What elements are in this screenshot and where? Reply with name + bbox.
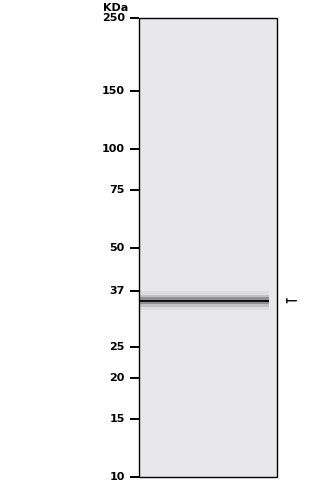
- Text: 100: 100: [102, 144, 125, 154]
- Text: 15: 15: [109, 414, 125, 425]
- Text: 75: 75: [109, 185, 125, 195]
- Text: 50: 50: [109, 243, 125, 253]
- Bar: [140, 297, 269, 304]
- Text: 25: 25: [109, 342, 125, 352]
- Text: 37: 37: [109, 286, 125, 296]
- Text: 10: 10: [109, 472, 125, 482]
- Bar: [140, 291, 269, 310]
- Bar: [140, 295, 269, 307]
- Text: 150: 150: [102, 86, 125, 96]
- Bar: [139, 19, 277, 477]
- Text: 20: 20: [109, 373, 125, 384]
- Bar: [140, 300, 269, 302]
- Text: KDa: KDa: [103, 2, 128, 13]
- Text: 250: 250: [102, 13, 125, 23]
